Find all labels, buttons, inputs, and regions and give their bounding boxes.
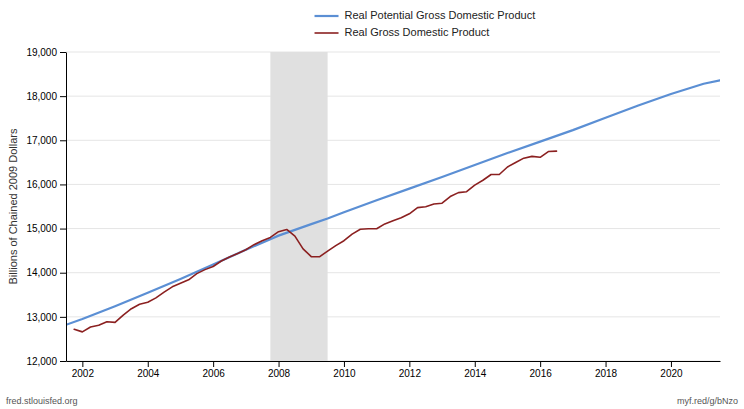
x-tick: 2004 bbox=[137, 361, 160, 379]
x-tick: 2016 bbox=[530, 361, 553, 379]
tick-mark bbox=[148, 361, 149, 367]
tick-mark bbox=[409, 361, 410, 367]
tick-mark bbox=[60, 361, 66, 362]
tick-mark bbox=[60, 273, 66, 274]
tick-label: 2018 bbox=[595, 368, 618, 379]
y-tick: 14,000 bbox=[26, 267, 66, 278]
tick-mark bbox=[60, 140, 66, 141]
tick-label: 16,000 bbox=[26, 179, 57, 190]
y-tick: 18,000 bbox=[26, 91, 66, 102]
tick-label: 2006 bbox=[203, 368, 226, 379]
y-axis: 12,000 13,000 14,000 15,000 16,000 17,000 18,0… bbox=[26, 47, 66, 367]
tick-label: 12,000 bbox=[26, 356, 57, 367]
legend: Real Potential Gross Domestic Product Rea… bbox=[315, 9, 536, 38]
tick-mark bbox=[60, 184, 66, 185]
tick-label: 2012 bbox=[399, 368, 422, 379]
chart: 2002 2004 2006 2008 2010 2012 2014 2016 2018 2020… bbox=[0, 0, 744, 409]
y-tick: 19,000 bbox=[26, 47, 66, 58]
grid-line bbox=[66, 272, 720, 273]
tick-mark bbox=[60, 52, 66, 53]
grid-line bbox=[66, 316, 720, 317]
tick-mark bbox=[671, 361, 672, 367]
tick-label: 2020 bbox=[660, 368, 683, 379]
legend-item: Real Potential Gross Domestic Product bbox=[315, 9, 536, 21]
x-axis: 2002 2004 2006 2008 2010 2012 2014 2016 2018 2020 bbox=[67, 361, 721, 379]
tick-label: 15,000 bbox=[26, 223, 57, 234]
tick-label: 2016 bbox=[530, 368, 553, 379]
tick-label: 19,000 bbox=[26, 47, 57, 58]
x-tick: 2012 bbox=[399, 361, 422, 379]
tick-label: 2010 bbox=[333, 368, 356, 379]
y-tick: 12,000 bbox=[26, 356, 66, 367]
axis-line bbox=[67, 361, 721, 362]
x-tick: 2002 bbox=[72, 361, 95, 379]
legend-swatch bbox=[315, 15, 339, 17]
plot-area: 2002 2004 2006 2008 2010 2012 2014 2016 2018 2020… bbox=[26, 47, 720, 379]
tick-mark bbox=[60, 317, 66, 318]
tick-label: 14,000 bbox=[26, 267, 57, 278]
x-tick: 2006 bbox=[203, 361, 226, 379]
legend-label: Real Gross Domestic Product bbox=[345, 26, 490, 38]
tick-mark bbox=[606, 361, 607, 367]
x-tick: 2014 bbox=[464, 361, 487, 379]
grid-line bbox=[66, 140, 720, 141]
tick-label: 2002 bbox=[72, 368, 95, 379]
series-line bbox=[74, 151, 556, 332]
tick-mark bbox=[60, 229, 66, 230]
footnote: myf.red/g/bNzo bbox=[677, 396, 738, 406]
shaded-range bbox=[270, 52, 327, 361]
tick-label: 17,000 bbox=[26, 135, 57, 146]
tick-label: 2014 bbox=[464, 368, 487, 379]
grid-line bbox=[66, 96, 720, 97]
tick-mark bbox=[279, 361, 280, 367]
legend-label: Real Potential Gross Domestic Product bbox=[345, 9, 536, 21]
tick-label: 2004 bbox=[137, 368, 160, 379]
axis-line bbox=[66, 53, 67, 362]
series-line bbox=[66, 80, 720, 325]
tick-label: 18,000 bbox=[26, 91, 57, 102]
tick-label: 13,000 bbox=[26, 312, 57, 323]
x-tick: 2008 bbox=[268, 361, 291, 379]
tick-mark bbox=[540, 361, 541, 367]
tick-mark bbox=[344, 361, 345, 367]
tick-mark bbox=[60, 96, 66, 97]
x-tick: 2018 bbox=[595, 361, 618, 379]
grid-line bbox=[66, 228, 720, 229]
legend-item: Real Gross Domestic Product bbox=[315, 26, 490, 38]
grid-line bbox=[66, 361, 720, 362]
y-tick: 16,000 bbox=[26, 179, 66, 190]
tick-mark bbox=[475, 361, 476, 367]
grid-line bbox=[66, 52, 720, 53]
y-tick: 17,000 bbox=[26, 135, 66, 146]
y-axis-title: Billions of Chained 2009 Dollars bbox=[7, 128, 19, 284]
grid bbox=[66, 52, 720, 361]
tick-label: 2008 bbox=[268, 368, 291, 379]
marks bbox=[66, 52, 720, 361]
x-tick: 2020 bbox=[660, 361, 683, 379]
footnote: fred.stlouisfed.org bbox=[6, 396, 78, 406]
grid-line bbox=[66, 184, 720, 185]
y-tick: 13,000 bbox=[26, 312, 66, 323]
tick-mark bbox=[82, 361, 83, 367]
y-tick: 15,000 bbox=[26, 223, 66, 234]
legend-swatch bbox=[315, 32, 339, 34]
x-tick: 2010 bbox=[333, 361, 356, 379]
tick-mark bbox=[213, 361, 214, 367]
